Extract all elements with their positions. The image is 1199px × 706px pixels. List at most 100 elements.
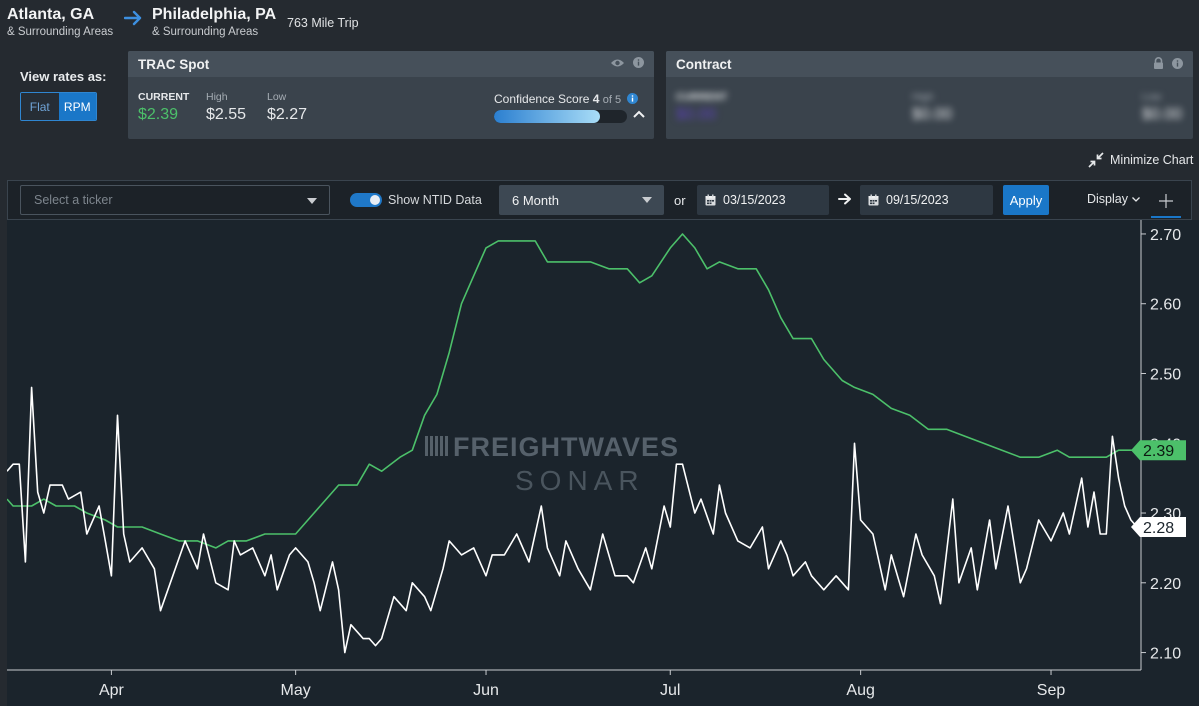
start-date-value: 03/15/2023 <box>723 193 786 207</box>
high-value: $2.55 <box>206 106 247 123</box>
chart-svg: FREIGHTWAVES SONAR 2.102.202.302.402.502… <box>7 220 1199 706</box>
confidence-label: Confidence Score <box>494 92 590 106</box>
current-metric: CURRENT $2.39 <box>138 91 189 124</box>
destination-city: Philadelphia, PA <box>152 6 277 23</box>
series-lines <box>7 233 1138 654</box>
green-series-line <box>7 233 1137 549</box>
ticker-placeholder: Select a ticker <box>34 193 113 207</box>
caret-down-icon <box>642 197 652 203</box>
crosshair-icon <box>1159 193 1173 208</box>
confidence-value: 4 <box>592 92 600 106</box>
contract-high-metric: High $0.00 <box>912 91 952 124</box>
view-rates-label: View rates as: <box>20 69 107 84</box>
confidence-info-icon[interactable] <box>627 93 639 104</box>
end-date-value: 09/15/2023 <box>886 193 949 207</box>
or-label: or <box>674 193 686 208</box>
green-last-value-tag: 2.39 <box>1131 440 1186 461</box>
current-label: CURRENT <box>138 91 190 103</box>
current-value: $2.39 <box>138 106 179 123</box>
y-tick-label: 2.60 <box>1150 297 1181 314</box>
x-tick-label: Aug <box>846 682 874 699</box>
calendar-icon <box>705 194 716 206</box>
apply-button[interactable]: Apply <box>1003 185 1049 215</box>
watermark-line1: FREIGHTWAVES <box>453 432 679 462</box>
crosshair-tool[interactable] <box>1151 185 1181 218</box>
x-tick-label: Jun <box>473 682 499 699</box>
info-icon[interactable] <box>1172 57 1183 69</box>
contract-low-label: Low <box>1142 91 1162 103</box>
arrow-right-icon <box>124 10 142 26</box>
contract-high-label: High <box>912 91 934 103</box>
watermark-logo-icon <box>425 436 448 456</box>
confidence-bar-fill <box>494 110 601 123</box>
period-value: 6 Month <box>512 192 559 208</box>
watermark: FREIGHTWAVES SONAR <box>425 432 679 496</box>
contract-current-label: CURRENT <box>676 91 728 103</box>
minimize-chart-button[interactable]: Minimize Chart <box>1088 152 1193 168</box>
contract-low-metric: Low $0.00 <box>1142 91 1182 124</box>
y-tick-label: 2.50 <box>1150 366 1181 383</box>
low-metric: Low $2.27 <box>267 91 307 124</box>
watermark-line2: SONAR <box>515 465 645 496</box>
ntid-label: Show NTID Data <box>388 193 482 207</box>
end-date-input[interactable]: 09/15/2023 <box>860 185 993 215</box>
calendar-icon <box>868 194 879 206</box>
origin-location: Atlanta, GA & Surrounding Areas <box>7 6 113 38</box>
value-tag-label: 2.28 <box>1143 520 1174 537</box>
contract-header: Contract <box>666 51 1193 77</box>
origin-subtitle: & Surrounding Areas <box>7 26 114 38</box>
rpm-option[interactable]: RPM <box>58 93 96 120</box>
y-tick-label: 2.20 <box>1150 576 1181 593</box>
trip-miles: 763 Mile Trip <box>287 16 359 30</box>
contract-current-metric: CURRENT $0.00 <box>676 91 727 124</box>
white-last-value-tag: 2.28 <box>1131 516 1186 537</box>
period-select[interactable]: 6 Month <box>499 185 664 215</box>
x-tick-label: May <box>281 682 311 699</box>
minimize-icon <box>1088 152 1104 168</box>
caret-down-icon <box>307 198 317 204</box>
low-label: Low <box>267 91 287 103</box>
eye-icon[interactable] <box>610 58 625 68</box>
start-date-input[interactable]: 03/15/2023 <box>697 185 829 215</box>
minimize-label: Minimize Chart <box>1110 153 1194 167</box>
info-icon[interactable] <box>633 57 644 68</box>
rate-chart: FREIGHTWAVES SONAR 2.102.202.302.402.502… <box>7 220 1199 706</box>
rate-unit-toggle[interactable]: Flat RPM <box>20 92 97 121</box>
high-metric: High $2.55 <box>206 91 246 124</box>
white-series-line <box>7 386 1138 654</box>
arrow-right-icon <box>838 193 851 205</box>
value-tag-label: 2.39 <box>1143 443 1174 460</box>
x-tick-label: Sep <box>1037 682 1066 699</box>
display-label: Display <box>1087 192 1128 206</box>
chart-toolbar: Select a ticker Show NTID Data 6 Month o… <box>7 180 1192 220</box>
contract-title: Contract <box>676 56 732 72</box>
chevron-down-icon <box>1132 196 1140 202</box>
low-value: $2.27 <box>267 106 308 123</box>
display-menu[interactable]: Display <box>1087 192 1140 206</box>
last-value-tags: 2.39 2.28 <box>1131 440 1186 537</box>
ticker-select[interactable]: Select a ticker <box>20 185 330 215</box>
ntid-toggle-knob <box>370 195 380 205</box>
contract-low-value: $0.00 <box>1142 106 1183 123</box>
ntid-toggle[interactable] <box>350 193 382 207</box>
destination-subtitle: & Surrounding Areas <box>152 26 259 38</box>
flat-option[interactable]: Flat <box>21 93 59 120</box>
x-tick-label: Apr <box>99 682 125 699</box>
confidence-score: Confidence Score 4 of 5 <box>494 92 639 106</box>
value-tag-shape <box>1131 516 1186 537</box>
x-tick-label: Jul <box>660 682 680 699</box>
destination-location: Philadelphia, PA & Surrounding Areas <box>152 6 276 38</box>
contract-current-value: $0.00 <box>676 106 717 123</box>
y-tick-label: 2.70 <box>1150 227 1181 244</box>
confidence-bar <box>494 110 627 123</box>
y-tick-label: 2.10 <box>1150 646 1181 663</box>
confidence-of: of 5 <box>602 94 622 106</box>
value-tag-shape <box>1131 440 1186 461</box>
lock-icon <box>1154 57 1163 69</box>
contract-high-value: $0.00 <box>912 106 953 123</box>
plot-background <box>7 220 1199 706</box>
high-label: High <box>206 91 228 103</box>
trac-spot-header: TRAC Spot <box>128 51 654 77</box>
chevron-up-icon[interactable] <box>633 109 645 119</box>
contract-panel: Contract CURRENT $0.00 High $0.00 Low $0… <box>666 51 1193 139</box>
